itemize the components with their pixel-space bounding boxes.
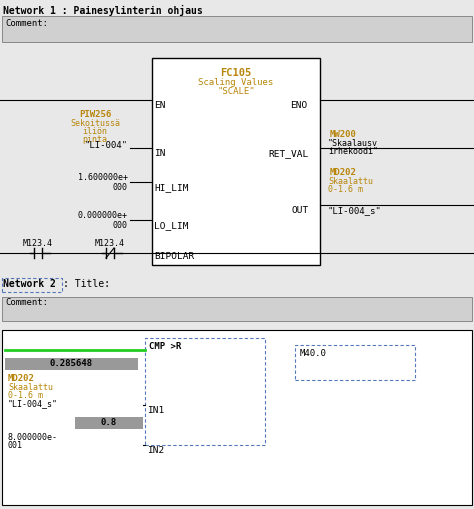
- Text: pinta: pinta: [82, 135, 108, 144]
- Text: MD202: MD202: [330, 168, 357, 177]
- Text: 000: 000: [113, 183, 128, 192]
- Text: Skaalattu: Skaalattu: [8, 383, 53, 392]
- Text: ENO: ENO: [290, 101, 307, 110]
- Text: irhekoodi": irhekoodi": [328, 147, 378, 156]
- Text: M40.0: M40.0: [300, 349, 327, 358]
- Text: CMP >R: CMP >R: [149, 342, 181, 351]
- Text: Skaalattu: Skaalattu: [328, 177, 373, 186]
- Text: MW200: MW200: [330, 130, 357, 139]
- Bar: [295, 345, 415, 380]
- Text: "SCALE": "SCALE": [217, 87, 255, 96]
- Text: 8.000000e-: 8.000000e-: [8, 433, 58, 442]
- Text: : Title:: : Title:: [63, 279, 110, 289]
- Text: IN2: IN2: [147, 446, 164, 455]
- Text: 0-1.6 m: 0-1.6 m: [8, 391, 43, 400]
- Text: RET_VAL: RET_VAL: [268, 149, 308, 158]
- Bar: [2, 297, 472, 321]
- Bar: [2, 16, 472, 42]
- Text: "LI-004_s": "LI-004_s": [8, 399, 58, 408]
- Text: M123.4: M123.4: [23, 239, 53, 248]
- Text: 000: 000: [113, 221, 128, 230]
- Text: LO_LIM: LO_LIM: [154, 221, 189, 230]
- Bar: [152, 58, 320, 265]
- Text: BIPOLAR: BIPOLAR: [154, 252, 194, 261]
- Bar: [2, 278, 62, 292]
- Text: OUT: OUT: [292, 206, 309, 215]
- Text: 001: 001: [8, 441, 23, 450]
- Text: PIW256: PIW256: [79, 110, 111, 119]
- Text: "LI-004": "LI-004": [85, 141, 128, 150]
- Text: HI_LIM: HI_LIM: [154, 183, 189, 192]
- Text: 0.000000e+: 0.000000e+: [78, 211, 128, 220]
- Text: 0.8: 0.8: [101, 418, 117, 427]
- Text: Comment:: Comment:: [5, 19, 48, 28]
- Text: 0.285648: 0.285648: [49, 359, 92, 368]
- Text: EN: EN: [154, 101, 165, 110]
- Text: Sekoitussä: Sekoitussä: [70, 119, 120, 128]
- Text: Network 1 : Painesylinterin ohjaus: Network 1 : Painesylinterin ohjaus: [3, 5, 203, 16]
- Bar: [75, 417, 143, 429]
- Bar: [2, 330, 472, 505]
- Text: "Skaalausv: "Skaalausv: [328, 139, 378, 148]
- Text: M123.4: M123.4: [95, 239, 125, 248]
- Bar: [145, 338, 265, 445]
- Text: IN1: IN1: [147, 406, 164, 415]
- Bar: [5, 358, 138, 370]
- Text: iliön: iliön: [82, 127, 108, 136]
- Text: Scaling Values: Scaling Values: [199, 78, 273, 87]
- Text: MD202: MD202: [8, 374, 35, 383]
- Text: 0-1.6 m: 0-1.6 m: [328, 185, 363, 194]
- Text: Network 2: Network 2: [3, 279, 56, 289]
- Text: 1.600000e+: 1.600000e+: [78, 173, 128, 182]
- Text: Comment:: Comment:: [5, 298, 48, 307]
- Text: FC105: FC105: [220, 68, 252, 78]
- Text: "LI-004_s": "LI-004_s": [328, 206, 382, 215]
- Text: IN: IN: [154, 149, 165, 158]
